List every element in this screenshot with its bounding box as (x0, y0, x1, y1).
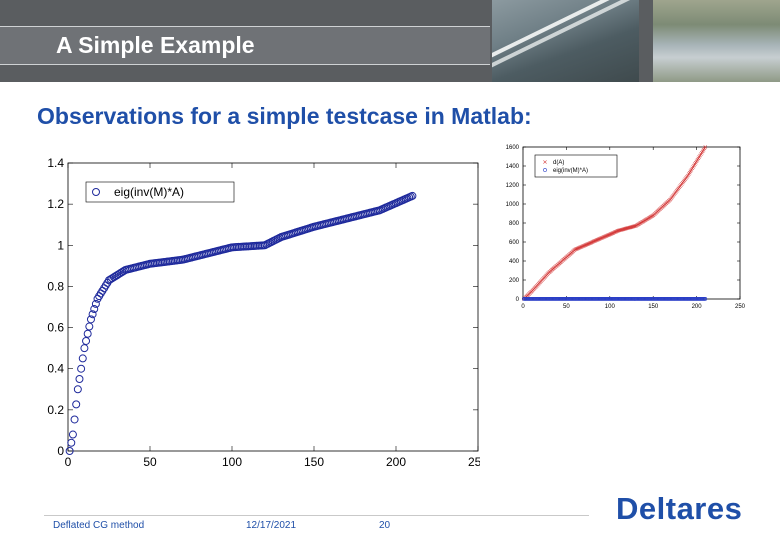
plot-frame (67, 162, 479, 452)
data-point (75, 375, 84, 383)
data-point (88, 310, 97, 319)
y-tick-label: 200 (509, 278, 520, 284)
x-tick-label: 250 (735, 304, 746, 310)
chart-eigenvalues-right: 0 50 100 150 200 250 0 200 400 600 800 1000 1200 1400… (506, 145, 746, 310)
header-band (0, 26, 490, 65)
legend-marker (543, 160, 547, 164)
data-point (80, 344, 89, 353)
x-tick-label: 200 (692, 304, 703, 310)
legend-label: eig(inv(M)*A) (114, 185, 184, 199)
data-point (67, 438, 76, 447)
legend-marker (543, 168, 547, 172)
y-tick-label: 600 (509, 240, 520, 246)
legend-label: eig(inv(M)*A) (553, 168, 588, 174)
y-tick-label: 0 (516, 297, 520, 303)
x-tick-label: 50 (143, 455, 157, 469)
y-tick-label: 0.6 (47, 321, 64, 335)
legend-label: d(A) (553, 160, 564, 166)
data-point (91, 299, 100, 308)
series-eig(inv(M)*A) (521, 297, 708, 301)
data-point (72, 400, 81, 409)
x-tick-label: 150 (304, 455, 324, 469)
y-tick-label: 400 (509, 259, 520, 265)
data-point (83, 329, 92, 338)
x-tick-label: 0 (65, 455, 72, 469)
slide-subtitle: Observations for a simple testcase in Ma… (37, 103, 532, 129)
legend-marker (92, 188, 100, 196)
x-tick-label: 0 (521, 304, 525, 310)
y-tick-label: 1 (57, 238, 64, 252)
y-tick-label: 800 (509, 221, 520, 227)
data-point (78, 354, 87, 363)
data-point (408, 191, 417, 200)
x-tick-label: 100 (222, 455, 242, 469)
legend-box (85, 181, 235, 203)
y-tick-label: 0 (57, 444, 64, 458)
y-tick-label: 1.4 (47, 156, 64, 170)
landscape-photo (653, 0, 780, 82)
legend-box (534, 154, 618, 178)
data-point (73, 385, 82, 394)
y-tick-label: 1200 (506, 183, 520, 189)
x-tick-label: 100 (605, 304, 616, 310)
x-tick-label: 250 (468, 455, 480, 469)
data-point (68, 430, 77, 439)
data-point (703, 297, 708, 301)
y-tick-label: 0.2 (47, 403, 64, 417)
y-tick-label: 1.2 (47, 197, 64, 211)
series-eig(inv(M)*A) (65, 191, 417, 455)
data-point (86, 315, 95, 324)
header-bar: A Simple Example (0, 0, 780, 82)
bridge-photo (492, 0, 639, 82)
deltares-logo: Deltares (616, 491, 743, 526)
data-point (70, 415, 79, 424)
footer-presentation-title: Deflated CG method (53, 520, 145, 531)
data-point (85, 322, 94, 331)
y-tick-label: 1000 (506, 202, 520, 208)
data-point (703, 145, 708, 149)
y-tick-label: 1400 (506, 164, 520, 170)
footer-divider (44, 515, 589, 516)
series-d(A) (522, 145, 708, 301)
chart-eigenvalues-left: 0 50 100 150 200 250 0 0.2 0.4 0.6 0.8 1 1.2 1.4 eig(i… (47, 156, 480, 469)
footer-page-number: 20 (379, 520, 391, 531)
x-tick-label: 200 (386, 455, 406, 469)
x-tick-label: 150 (648, 304, 659, 310)
y-tick-label: 1600 (506, 145, 520, 151)
data-point (65, 447, 74, 455)
footer-date: 12/17/2021 (246, 520, 297, 531)
data-point (82, 336, 91, 345)
y-tick-label: 0.8 (47, 279, 64, 293)
x-tick-label: 50 (563, 304, 570, 310)
slide-title: A Simple Example (56, 32, 255, 58)
data-point (90, 305, 99, 314)
data-point (77, 364, 86, 373)
y-tick-label: 0.4 (47, 362, 64, 376)
